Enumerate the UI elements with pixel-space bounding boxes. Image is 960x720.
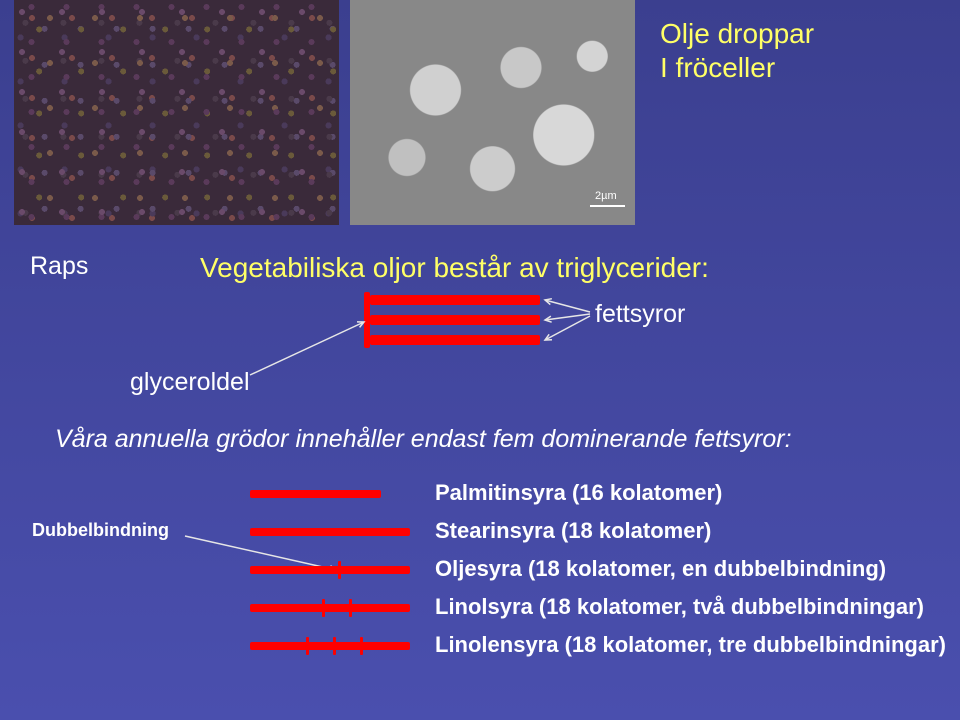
rapeseed-photo: [14, 0, 339, 225]
double-bond-marker: [322, 599, 325, 617]
fatty-acid-bar-3: [250, 604, 410, 612]
glycerol-label: glyceroldel: [130, 368, 250, 397]
rapeseed-caption: Raps: [30, 252, 88, 281]
scale-bar: [590, 205, 625, 207]
fatty-acid-bar-4: [250, 642, 410, 650]
fatty-acid-label-1: Stearinsyra (18 kolatomer): [435, 518, 711, 544]
scale-bar-label: 2µm: [595, 190, 617, 202]
double-bond-label: Dubbelbindning: [32, 520, 169, 541]
fatty-acid-chain-3: [370, 335, 540, 345]
double-bond-marker: [333, 637, 336, 655]
fatty-acid-label-0: Palmitinsyra (16 kolatomer): [435, 480, 722, 506]
triglyceride-heading: Vegetabiliska oljor består av triglyceri…: [200, 252, 709, 284]
fatty-acid-label-2: Oljesyra (18 kolatomer, en dubbelbindnin…: [435, 556, 886, 582]
fatty-acid-chain-2: [370, 315, 540, 325]
fatty-acid-bar-1: [250, 528, 410, 536]
fatty-acid-label-4: Linolensyra (18 kolatomer, tre dubbelbin…: [435, 632, 946, 658]
slide-root: 2µm Olje droppar I fröceller Raps Vegeta…: [0, 0, 960, 720]
double-bond-marker: [338, 561, 341, 579]
fatty-acid-chain-1: [370, 295, 540, 305]
fattyacid-label: fettsyror: [595, 300, 685, 329]
micrograph-title-line1: Olje droppar: [660, 18, 814, 50]
fatty-acid-label-3: Linolsyra (18 kolatomer, två dubbelbindn…: [435, 594, 924, 620]
micrograph-title-line2: I fröceller: [660, 52, 775, 84]
double-bond-marker: [349, 599, 352, 617]
double-bond-marker: [306, 637, 309, 655]
double-bond-marker: [360, 637, 363, 655]
oil-droplets-micrograph: [350, 0, 635, 225]
fatty-acids-subheading: Våra annuella grödor innehåller endast f…: [55, 425, 792, 454]
fatty-acid-bar-0: [250, 490, 381, 498]
fatty-acid-bar-2: [250, 566, 410, 574]
